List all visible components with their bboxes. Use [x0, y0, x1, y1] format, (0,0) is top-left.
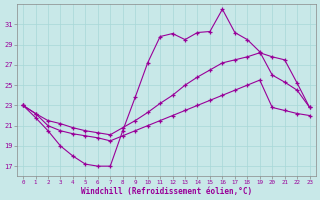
X-axis label: Windchill (Refroidissement éolien,°C): Windchill (Refroidissement éolien,°C) — [81, 187, 252, 196]
